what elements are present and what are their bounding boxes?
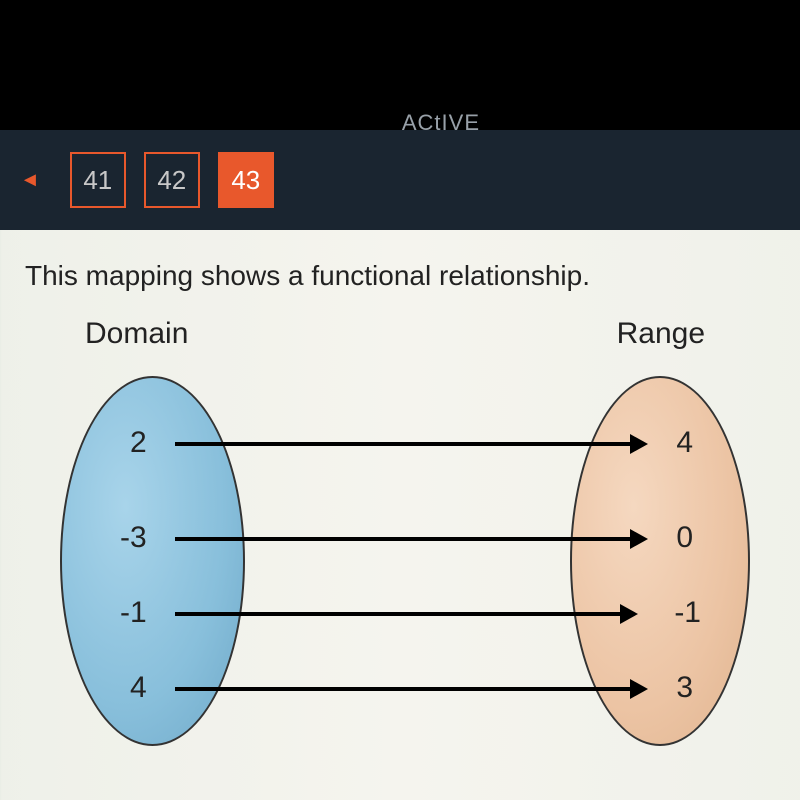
nav-button-label: 42 [157,165,186,196]
domain-value: -3 [120,521,147,555]
column-labels: Domain Range [25,317,775,351]
range-value: -1 [674,596,701,630]
question-41-button[interactable]: 41 [70,152,126,208]
domain-value: 4 [130,671,147,705]
mapping-diagram: 2 -3 -1 4 4 0 -1 3 [25,366,775,766]
range-value: 4 [676,426,693,460]
question-43-button[interactable]: 43 [218,152,274,208]
arrow-head-icon [630,679,648,699]
arrow-head-icon [620,604,638,624]
header-partial-text: ACtIVE [402,110,480,136]
question-42-button[interactable]: 42 [144,152,200,208]
range-value: 3 [676,671,693,705]
nav-button-label: 41 [83,165,112,196]
black-header-bar [0,0,800,130]
mapping-arrow [175,612,620,616]
range-value: 0 [676,521,693,555]
range-label: Range [617,317,705,351]
domain-value: 2 [130,426,147,460]
nav-back-arrow-icon[interactable]: ◄ [20,169,40,192]
question-nav-bar: ACtIVE ◄ 41 42 43 [0,130,800,230]
arrow-head-icon [630,434,648,454]
arrow-head-icon [630,529,648,549]
mapping-arrow [175,537,630,541]
domain-value: -1 [120,596,147,630]
domain-label: Domain [85,317,188,351]
mapping-arrow [175,442,630,446]
content-area: This mapping shows a functional relation… [0,230,800,800]
mapping-arrow [175,687,630,691]
question-title: This mapping shows a functional relation… [25,260,775,292]
nav-button-label: 43 [231,165,260,196]
